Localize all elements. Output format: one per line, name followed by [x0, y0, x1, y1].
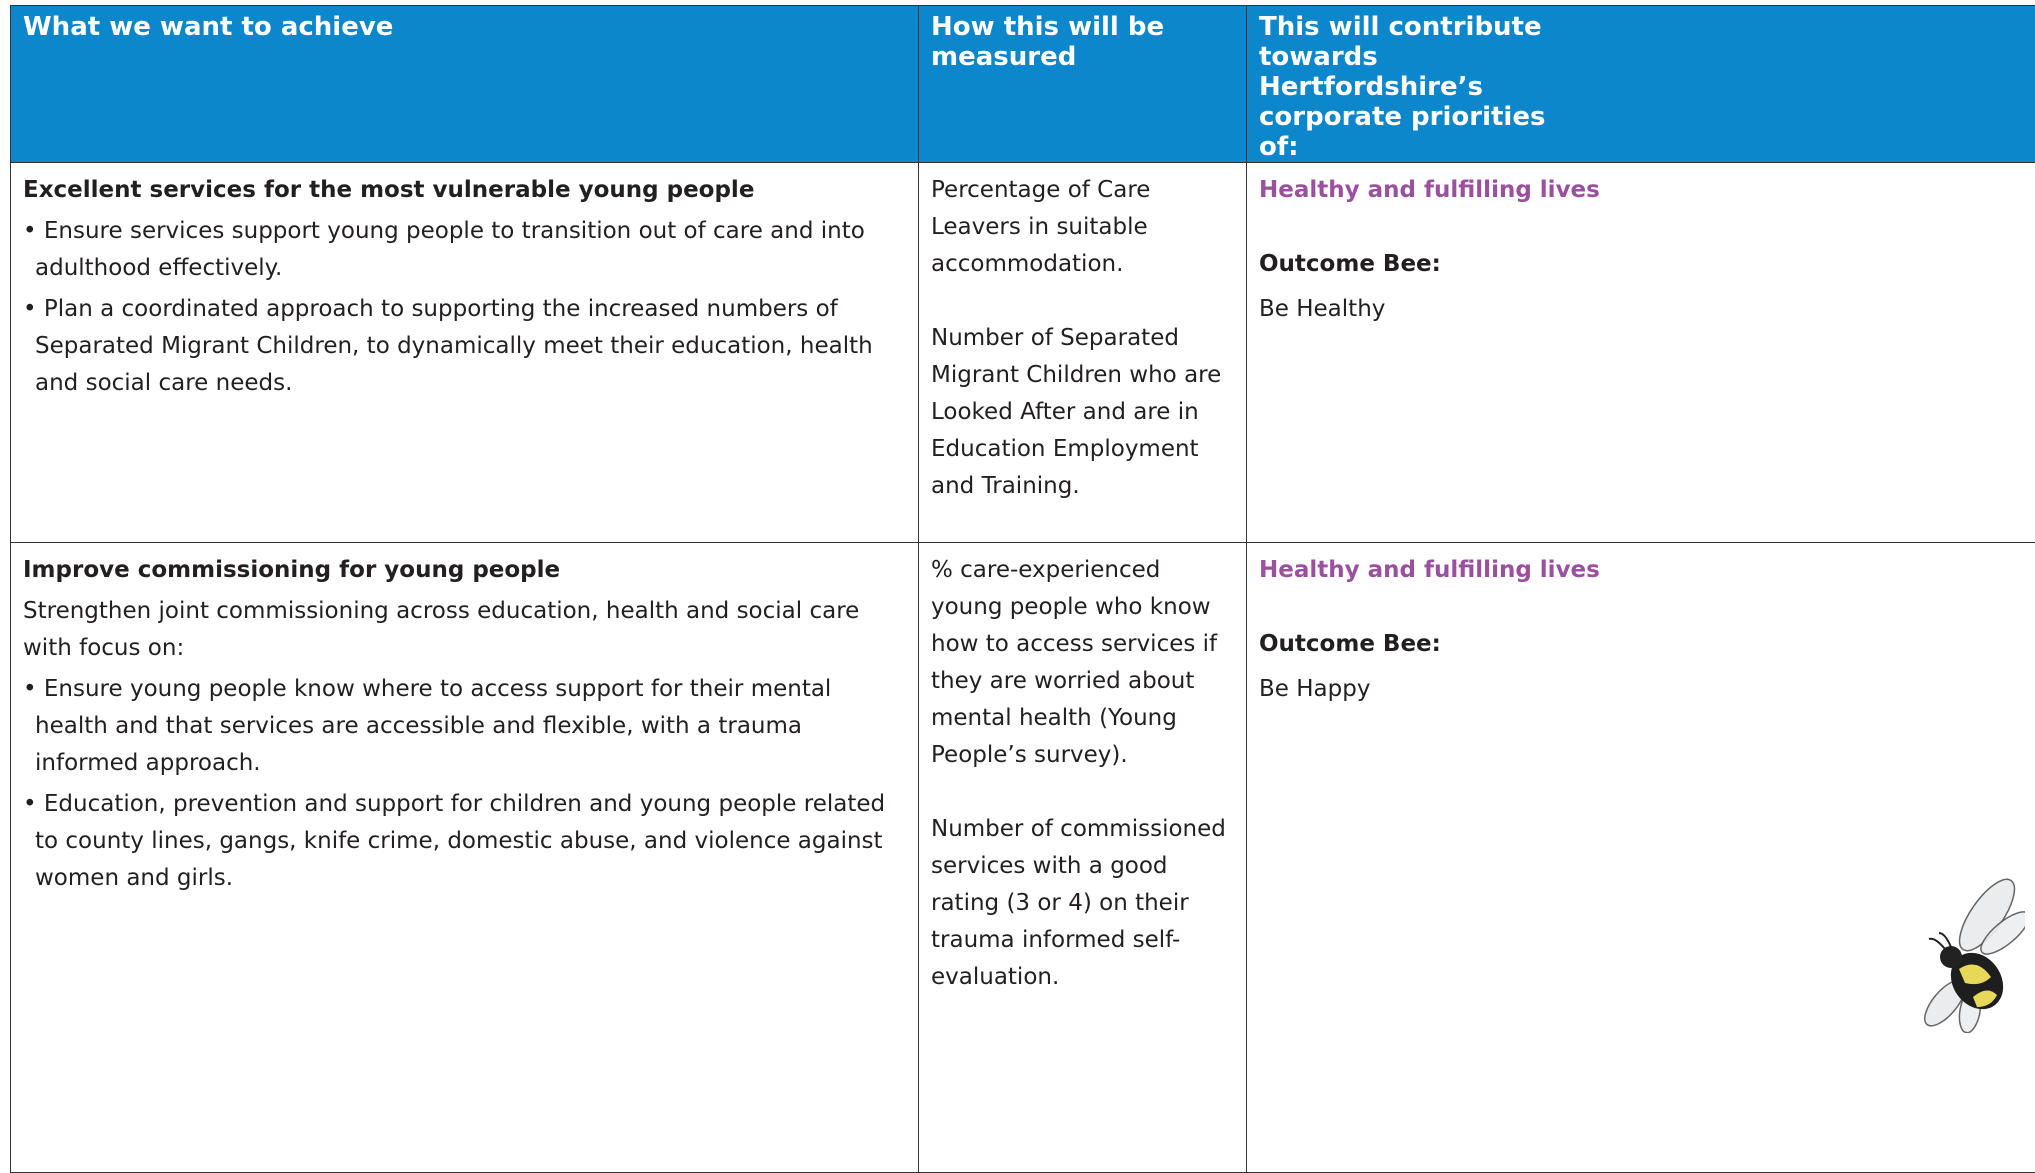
priority-text: Healthy and fulfilling lives [1259, 552, 2035, 589]
goal-title: Improve commissioning for young people [23, 552, 906, 589]
outcome-label: Outcome Bee: [1259, 626, 2035, 663]
goal-cell: Excellent services for the most vulnerab… [11, 163, 919, 543]
outcome-text: Be Happy [1259, 671, 2035, 708]
goal-bullet: • Ensure young people know where to acce… [23, 671, 906, 782]
measure-cell: % care-experienced young people who know… [919, 543, 1247, 1173]
header-row: What we want to achieve How this will be… [11, 6, 2035, 163]
measure-text: % care-experienced young people who know… [931, 552, 1234, 774]
measure-text: Number of commissioned services with a g… [931, 811, 1234, 996]
outcome-label: Outcome Bee: [1259, 246, 2035, 283]
page: What we want to achieve How this will be… [0, 0, 2035, 1037]
header-text: This will contribute towards Hertfordshi… [1259, 12, 1559, 162]
goal-bullet: • Education, prevention and support for … [23, 786, 906, 897]
outcome-text: Be Healthy [1259, 291, 2035, 328]
priority-cell: Healthy and fulfilling lives Outcome Bee:… [1247, 163, 2035, 543]
measure-text: Percentage of Care Leavers in suitable a… [931, 172, 1234, 283]
measure-cell: Percentage of Care Leavers in suitable a… [919, 163, 1247, 543]
table-row: Excellent services for the most vulnerab… [11, 163, 2035, 543]
goal-cell: Improve commissioning for young people St… [11, 543, 919, 1173]
priority-cell: Healthy and fulfilling lives Outcome Bee:… [1247, 543, 2035, 1173]
bee-illustration [1915, 873, 2025, 1033]
header-cell: How this will be measured [919, 6, 1247, 163]
table-row: Improve commissioning for young people St… [11, 543, 2035, 1173]
measure-text: Number of Separated Migrant Children who… [931, 320, 1234, 505]
table-body: Excellent services for the most vulnerab… [11, 163, 2035, 1173]
goal-bullet: • Plan a coordinated approach to support… [23, 291, 906, 402]
goal-title: Excellent services for the most vulnerab… [23, 172, 906, 209]
header-text: How this will be measured [931, 12, 1231, 72]
header-text: What we want to achieve [23, 12, 906, 42]
table-header: What we want to achieve How this will be… [11, 6, 2035, 163]
goal-intro: Strengthen joint commissioning across ed… [23, 593, 906, 667]
header-cell: What we want to achieve [11, 6, 919, 163]
priority-text: Healthy and fulfilling lives [1259, 172, 2035, 209]
priorities-table: What we want to achieve How this will be… [10, 5, 2035, 1173]
goal-bullet: • Ensure services support young people t… [23, 213, 906, 287]
header-cell: This will contribute towards Hertfordshi… [1247, 6, 2035, 163]
